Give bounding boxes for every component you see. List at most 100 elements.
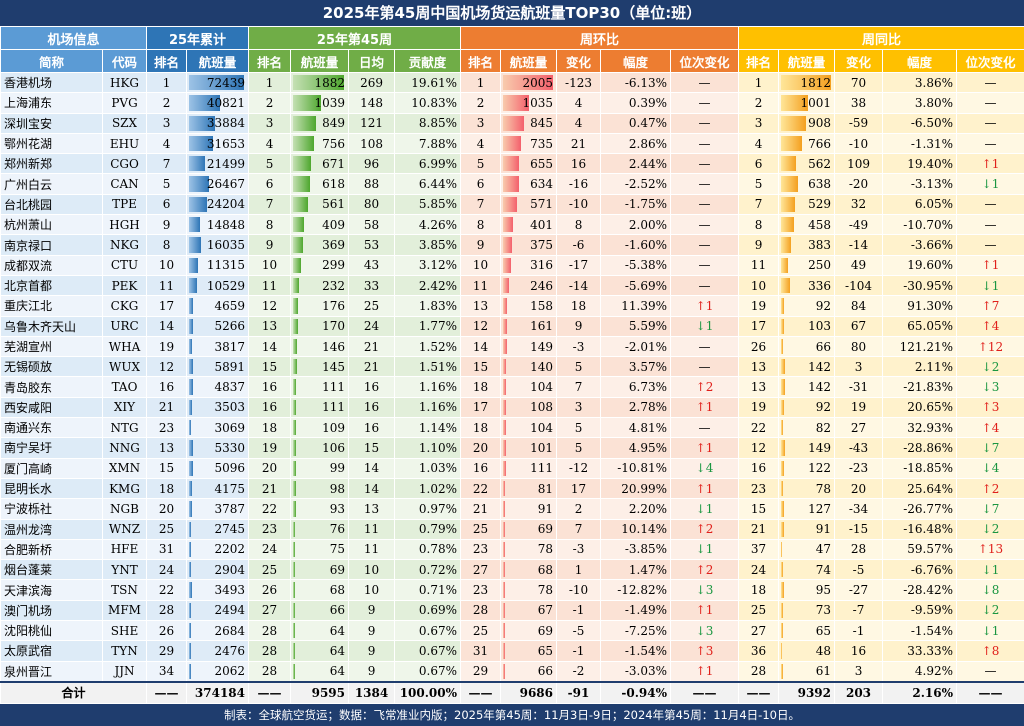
cell-text: 28 bbox=[262, 624, 277, 638]
cell: SHE bbox=[103, 621, 147, 641]
cell: -7 bbox=[835, 600, 883, 620]
cell: — bbox=[671, 154, 739, 174]
cell-text: KMG bbox=[109, 482, 140, 496]
cell: -1 bbox=[557, 600, 601, 620]
cell: 烟台蓬莱 bbox=[1, 560, 103, 580]
cell: 3 bbox=[835, 357, 883, 377]
cell: 9 bbox=[739, 235, 779, 255]
cell: 18 bbox=[461, 418, 501, 438]
cell: 14 bbox=[349, 458, 395, 478]
cell-text: -30.95% bbox=[903, 279, 953, 293]
cell: 4837 bbox=[187, 377, 249, 397]
cell: 29 bbox=[461, 661, 501, 682]
cell-text: 2 bbox=[477, 96, 485, 110]
cell: 12 bbox=[249, 296, 291, 316]
data-bar bbox=[293, 379, 296, 394]
cell: 24204 bbox=[187, 194, 249, 214]
cell-text: 68 bbox=[538, 563, 553, 577]
cell: 7 bbox=[557, 519, 601, 539]
cell-text: CTU bbox=[111, 258, 138, 272]
cell-text: 24 bbox=[751, 563, 766, 577]
cell: 383 bbox=[779, 235, 835, 255]
cell-text: 宁波栎社 bbox=[4, 502, 52, 516]
data-bar bbox=[293, 237, 303, 252]
cell: 21 bbox=[349, 357, 395, 377]
cell: 158 bbox=[501, 296, 557, 316]
cell-text: 5 bbox=[477, 157, 485, 171]
cell: 6.73% bbox=[601, 377, 671, 397]
cell-text: 23 bbox=[473, 583, 488, 597]
data-bar bbox=[189, 319, 193, 334]
cell: -15 bbox=[835, 519, 883, 539]
column-header: 幅度 bbox=[883, 50, 957, 73]
total-cell: —— bbox=[671, 682, 739, 704]
cell-text: 15 bbox=[159, 461, 174, 475]
cell-text: 1 bbox=[755, 76, 763, 90]
cell: 3 bbox=[147, 113, 187, 133]
cell: 2 bbox=[249, 93, 291, 113]
cell-text: 31653 bbox=[207, 137, 245, 151]
cell: 250 bbox=[779, 255, 835, 275]
cell-text: 18 bbox=[571, 299, 586, 313]
cell: 31 bbox=[461, 641, 501, 661]
cell: ↑1 bbox=[671, 478, 739, 498]
cell-text: 2 bbox=[755, 96, 763, 110]
cell: 66 bbox=[501, 661, 557, 682]
cell: 2904 bbox=[187, 560, 249, 580]
data-bar bbox=[189, 623, 191, 638]
cell-text: ↓1 bbox=[982, 177, 1000, 191]
cell-text: 23 bbox=[159, 421, 174, 435]
cell: ↓1 bbox=[671, 316, 739, 336]
data-bar bbox=[293, 217, 304, 232]
data-bar bbox=[293, 258, 301, 273]
data-bar bbox=[503, 298, 507, 313]
cell: 16 bbox=[349, 397, 395, 417]
cell-text: 鄂州花湖 bbox=[4, 137, 52, 151]
cell-text: 0.71% bbox=[419, 583, 457, 597]
cell-text: TSN bbox=[111, 583, 138, 597]
cell: 9 bbox=[461, 235, 501, 255]
cell: -1.49% bbox=[601, 600, 671, 620]
cell-text: 3 bbox=[163, 116, 171, 130]
cell: 161 bbox=[501, 316, 557, 336]
cell: 2.00% bbox=[601, 215, 671, 235]
cell-text: 766 bbox=[808, 137, 831, 151]
cell-text: -16.48% bbox=[903, 522, 953, 536]
cell-text: 72439 bbox=[207, 76, 245, 90]
column-header: 位次变化 bbox=[671, 50, 739, 73]
cell: ↓3 bbox=[671, 621, 739, 641]
cell-text: CGO bbox=[110, 157, 139, 171]
cell-text: -18.85% bbox=[903, 461, 953, 475]
cell-text: 4.95% bbox=[629, 441, 667, 455]
cell-text: ↑1 bbox=[982, 258, 1000, 272]
cell: -10 bbox=[835, 133, 883, 153]
cell-text: 1.47% bbox=[629, 563, 667, 577]
data-bar bbox=[189, 420, 191, 435]
cell: 3 bbox=[249, 113, 291, 133]
cell: -1 bbox=[835, 621, 883, 641]
total-cell: 9686 bbox=[501, 682, 557, 704]
cell-text: 28 bbox=[159, 603, 174, 617]
cell-text: 121 bbox=[360, 116, 383, 130]
cell-text: — bbox=[699, 258, 711, 272]
cell: 21 bbox=[557, 133, 601, 153]
cell: 409 bbox=[291, 215, 349, 235]
cell: 16 bbox=[147, 377, 187, 397]
cell: — bbox=[957, 133, 1024, 153]
cell-text: 5.85% bbox=[419, 197, 457, 211]
cell-text: -1.49% bbox=[625, 603, 667, 617]
cell: 7 bbox=[147, 154, 187, 174]
cell: -30.95% bbox=[883, 275, 957, 295]
cell: 10 bbox=[147, 255, 187, 275]
cell-text: 17 bbox=[159, 299, 174, 313]
cell-text: ↓3 bbox=[982, 380, 1000, 394]
cell: 18 bbox=[461, 377, 501, 397]
cell-text: CAN bbox=[110, 177, 138, 191]
cell: 27 bbox=[739, 621, 779, 641]
cell: 13 bbox=[739, 377, 779, 397]
cell: 4 bbox=[557, 93, 601, 113]
